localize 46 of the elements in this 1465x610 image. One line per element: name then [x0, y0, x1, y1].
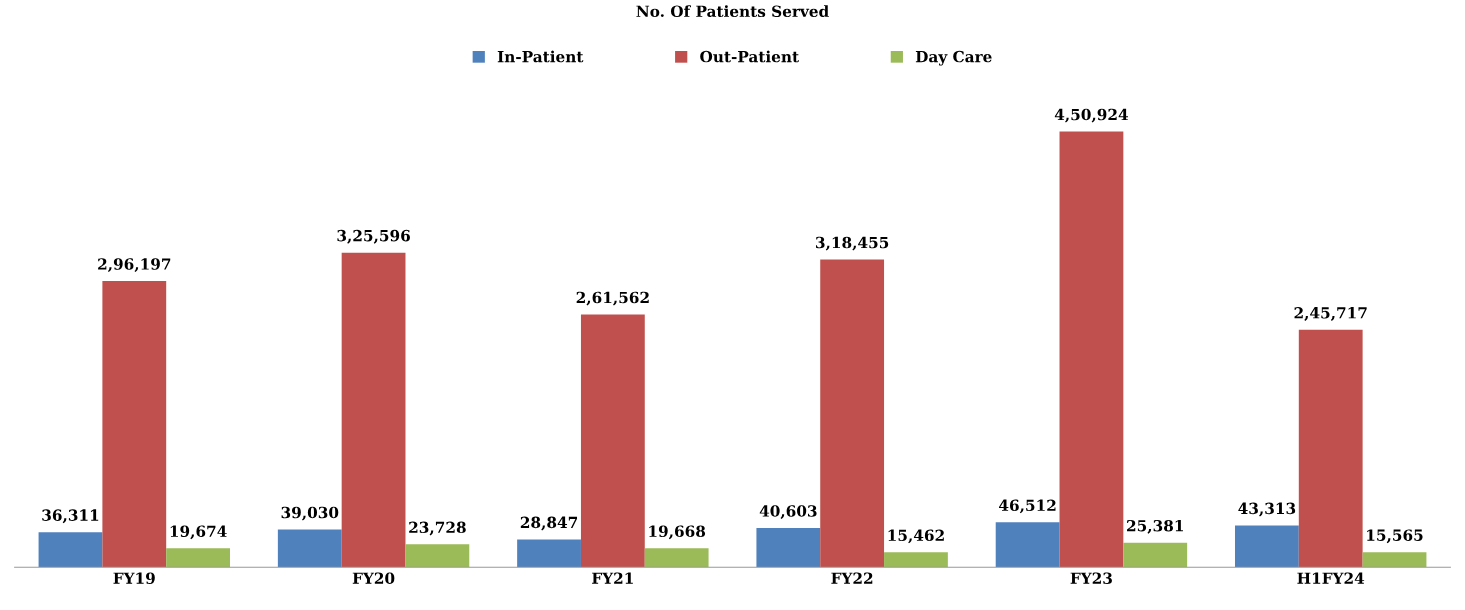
- bar: [884, 552, 948, 568]
- data-label: 28,847: [520, 516, 578, 531]
- bar: [102, 281, 167, 568]
- x-tick-label: FY21: [592, 572, 633, 584]
- data-label: 4,50,924: [1054, 108, 1129, 123]
- x-tick-label: FY19: [113, 572, 155, 584]
- bar: [756, 528, 821, 568]
- bar: [1234, 525, 1299, 568]
- data-label: 2,61,562: [576, 291, 649, 306]
- chart-title: No. Of Patients Served: [636, 5, 829, 18]
- bar: [1298, 329, 1363, 568]
- data-label: 15,565: [1367, 529, 1423, 544]
- legend-label: Out-Patient: [700, 50, 799, 63]
- bar: [580, 314, 645, 568]
- legend-label: Day Care: [915, 50, 992, 66]
- bar: [405, 544, 470, 568]
- data-label: 3,25,596: [337, 229, 410, 244]
- bar: [1362, 552, 1427, 568]
- x-tick-label: H1FY24: [1297, 572, 1365, 584]
- x-tick-label: FY22: [831, 572, 873, 584]
- data-label: 2,96,197: [98, 258, 171, 273]
- data-label: 2,45,717: [1294, 307, 1367, 321]
- data-label: 15,462: [888, 529, 944, 544]
- data-label: 19,668: [649, 525, 706, 540]
- data-label: 36,311: [42, 509, 99, 524]
- bar: [995, 522, 1060, 568]
- bar: [644, 548, 709, 568]
- bar: [277, 529, 342, 568]
- data-label: 25,381: [1127, 519, 1183, 534]
- bar: [820, 259, 885, 568]
- data-label: 40,603: [759, 505, 817, 520]
- bar: [341, 252, 406, 568]
- data-label: 43,313: [1238, 502, 1296, 517]
- data-label: 23,728: [409, 521, 466, 536]
- bar: [166, 548, 230, 568]
- data-label: 3,18,455: [816, 236, 889, 251]
- bar: [38, 532, 103, 568]
- data-label: 19,674: [170, 525, 227, 540]
- bar: [1059, 131, 1124, 568]
- x-tick-label: FY23: [1070, 572, 1112, 584]
- x-tick-label: FY20: [352, 572, 395, 584]
- data-label: 46,512: [999, 499, 1056, 514]
- bar: [1123, 542, 1188, 568]
- bar: [517, 539, 581, 568]
- legend-label: In-Patient: [497, 50, 584, 63]
- data-label: 39,030: [281, 506, 339, 521]
